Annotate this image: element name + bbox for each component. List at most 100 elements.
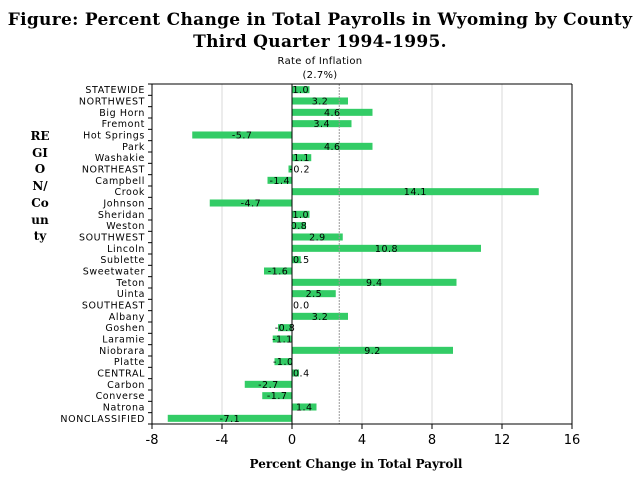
category-label: Crook — [115, 187, 145, 198]
bar-southwest — [292, 233, 343, 241]
value-label: 3.2 — [312, 97, 329, 108]
category-label: Carbon — [107, 380, 145, 391]
x-tick-label: 16 — [564, 433, 581, 448]
category-label: Big Horn — [99, 108, 145, 119]
bar-goshen — [278, 324, 292, 332]
value-label: 2.9 — [309, 233, 326, 244]
bar-niobrara — [292, 346, 453, 354]
bar-park — [292, 142, 373, 150]
x-tick-label: -8 — [146, 433, 159, 448]
bar-johnson — [209, 199, 292, 207]
category-label: NORTHWEST — [79, 97, 145, 108]
bar-northwest — [292, 97, 348, 105]
x-tick-label: 0 — [288, 433, 296, 448]
value-label: -4.7 — [241, 199, 262, 210]
value-label: -0.2 — [290, 165, 311, 176]
category-label: NONCLASSIFIED — [60, 414, 145, 425]
bar-uinta — [292, 290, 336, 298]
category-label: STATEWIDE — [85, 85, 145, 96]
category-label: Sublette — [100, 255, 145, 266]
value-label: -1.0 — [273, 357, 294, 368]
bar-nonclassified — [167, 414, 292, 422]
value-label: 9.4 — [366, 278, 383, 289]
category-label: Washakie — [95, 153, 145, 164]
value-label: 3.2 — [312, 312, 329, 323]
category-label: SOUTHWEST — [79, 233, 145, 244]
value-label: -7.1 — [220, 414, 241, 425]
chart-subtitle: Third Quarter 1994-1995. — [193, 32, 447, 52]
value-label: 10.8 — [375, 244, 398, 255]
x-tick-labels: -8 -4 0 4 8 12 16 — [146, 433, 581, 448]
bar-carbon — [244, 380, 292, 388]
value-label: -1.4 — [269, 176, 290, 187]
value-label: -1.1 — [272, 335, 293, 346]
bar-central — [292, 369, 299, 377]
category-label: Weston — [106, 221, 145, 232]
value-label: -0.8 — [275, 323, 296, 334]
x-tick-label: -4 — [216, 433, 229, 448]
category-label: Park — [122, 142, 145, 153]
value-label: 0.4 — [293, 369, 310, 380]
value-label: 1.4 — [296, 403, 313, 414]
bar-sweetwater — [264, 267, 292, 275]
bar-campbell — [267, 176, 292, 184]
bar-big-horn — [292, 108, 373, 116]
x-tick-label: 4 — [358, 433, 366, 448]
inflation-label: Rate of Inflation — [277, 56, 363, 67]
value-label: 1.0 — [292, 210, 309, 221]
value-labels: 1.03.24.63.4-5.74.61.1-0.2-1.414.1-4.71.… — [220, 85, 427, 425]
bar-northeast — [288, 165, 292, 173]
x-tick-label: 8 — [428, 433, 436, 448]
bar-sheridan — [292, 210, 310, 218]
value-label: 1.1 — [293, 153, 310, 164]
category-label: NORTHEAST — [82, 165, 145, 176]
category-label: Sweetwater — [83, 267, 145, 278]
chart-bars — [167, 86, 539, 422]
bar-albany — [292, 312, 348, 320]
value-label: 1.0 — [292, 85, 309, 96]
category-label: Goshen — [105, 323, 145, 334]
bar-weston — [292, 222, 306, 230]
value-label: 4.6 — [324, 142, 341, 153]
y-axis-title: REGION/County — [30, 129, 50, 244]
bar-hot-springs — [192, 131, 292, 139]
bar-crook — [292, 188, 539, 196]
category-label: Laramie — [102, 335, 145, 346]
category-label: Converse — [96, 391, 145, 402]
value-label: 0.5 — [293, 255, 310, 266]
category-label: Hot Springs — [83, 131, 145, 142]
bar-laramie — [272, 335, 292, 343]
value-label: 0.8 — [291, 221, 308, 232]
x-axis-title: Percent Change in Total Payroll — [250, 457, 463, 471]
chart-title: Figure: Percent Change in Total Payrolls… — [7, 10, 633, 30]
value-label: 4.6 — [324, 108, 341, 119]
category-label: Natrona — [103, 403, 145, 414]
value-label: 2.5 — [306, 289, 323, 300]
value-label: 0.0 — [293, 301, 310, 312]
value-label: 9.2 — [364, 346, 381, 357]
category-label: Niobrara — [99, 346, 145, 357]
category-label: Fremont — [102, 119, 145, 130]
category-label: Campbell — [95, 176, 145, 187]
category-label: SOUTHEAST — [82, 301, 145, 312]
chart-axes — [148, 83, 573, 429]
category-label: Platte — [114, 357, 145, 368]
bar-washakie — [292, 154, 312, 162]
bar-statewide — [292, 86, 310, 94]
bar-lincoln — [292, 244, 481, 252]
category-label: Johnson — [102, 199, 145, 210]
category-label: Lincoln — [107, 244, 145, 255]
bar-converse — [262, 392, 292, 400]
bar-fremont — [292, 120, 352, 128]
value-label: 3.4 — [313, 119, 330, 130]
value-label: 14.1 — [404, 187, 427, 198]
category-label: Albany — [109, 312, 145, 323]
inflation-rate-label: (2.7%) — [302, 70, 338, 81]
category-label: Teton — [115, 278, 145, 289]
category-label: Sheridan — [98, 210, 145, 221]
category-label: Uinta — [117, 289, 145, 300]
bar-sublette — [292, 256, 301, 264]
x-tick-label: 12 — [494, 433, 511, 448]
